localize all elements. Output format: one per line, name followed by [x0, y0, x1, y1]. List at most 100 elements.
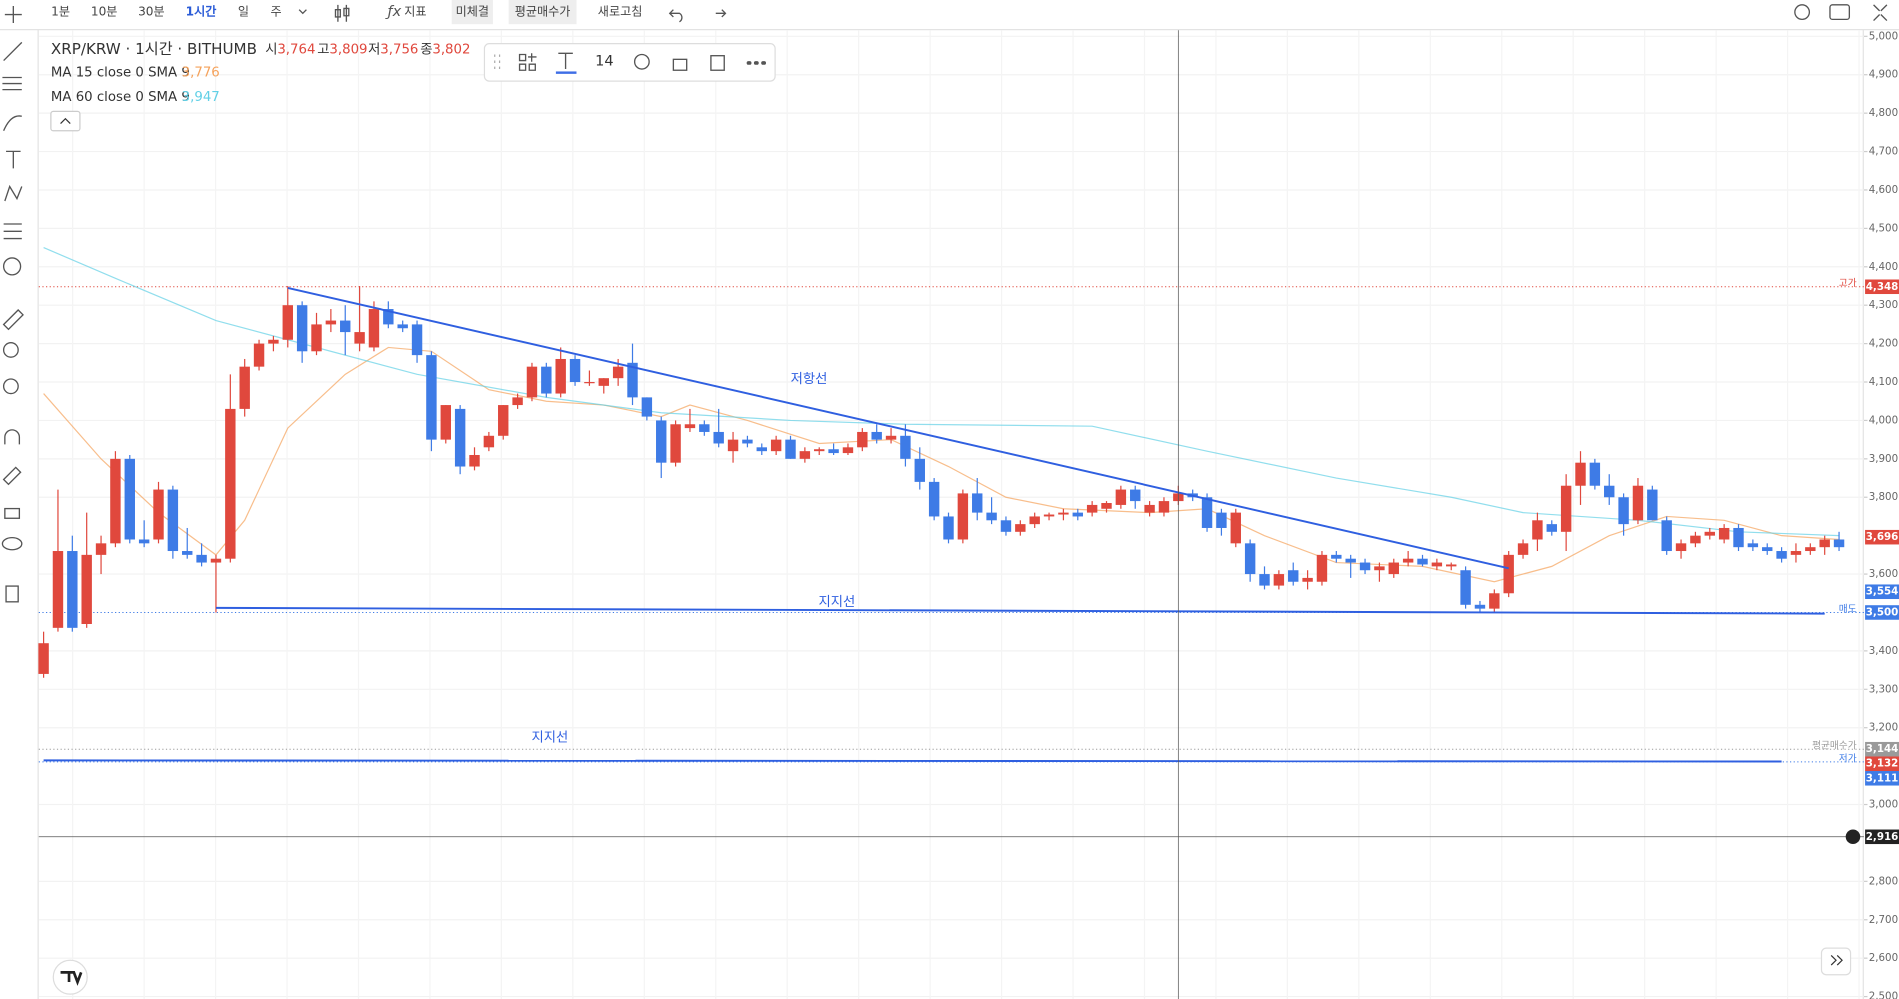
add-alert[interactable] [1845, 829, 1861, 845]
candle-body [1474, 604, 1486, 609]
interval-button[interactable]: 30분 [138, 5, 165, 19]
y-tick-label: 2,800 [1869, 875, 1898, 887]
floating-toolbar-box [483, 42, 776, 82]
interval-button[interactable]: 주 [271, 5, 282, 19]
trend-line[interactable] [43, 759, 1782, 763]
ma-line [43, 346, 1840, 583]
y-tick-label: 2,600 [1869, 952, 1898, 964]
redo[interactable] [715, 9, 727, 18]
candle-body [411, 324, 423, 356]
candle-body [1575, 462, 1586, 486]
candle-body [354, 332, 365, 344]
tool-line[interactable] [3, 41, 23, 62]
toolbar-button[interactable]: 평균매수가 [515, 5, 571, 19]
trend-line[interactable] [215, 606, 1825, 615]
tool-text[interactable] [6, 150, 21, 169]
tool-cross[interactable] [4, 6, 22, 24]
candle-body [498, 405, 509, 436]
candle-body [900, 435, 911, 459]
price-box [1865, 741, 1899, 757]
candle-body [1345, 558, 1356, 563]
delete-icon[interactable] [710, 55, 725, 71]
tool-magnet[interactable] [4, 429, 21, 445]
candle-body [569, 358, 581, 383]
candle-body [972, 493, 983, 513]
candle-body [928, 481, 940, 517]
candle-body [1115, 489, 1127, 505]
template-icon[interactable] [518, 53, 537, 71]
candle-body [1546, 524, 1557, 532]
candle-body [799, 451, 811, 459]
price-box [1865, 279, 1899, 295]
candle-body [541, 366, 552, 394]
interval-button[interactable]: 일 [238, 5, 249, 19]
settings[interactable] [1794, 4, 1811, 21]
tool-eye[interactable] [1, 536, 23, 551]
tool-pencil-lock[interactable] [2, 466, 22, 486]
candle-body [598, 378, 609, 386]
candle-body [713, 431, 724, 444]
candle-body [1718, 527, 1730, 540]
drag-handle[interactable] [494, 54, 501, 70]
tool-zoom-in[interactable] [2, 342, 19, 358]
interval-button[interactable]: 1분 [51, 5, 70, 19]
tool-pattern[interactable] [4, 184, 23, 202]
candle-body [1216, 512, 1227, 528]
y-tick-label: 3,000 [1869, 799, 1898, 811]
chart-type[interactable] [334, 4, 350, 22]
tool-fib[interactable] [3, 223, 22, 240]
y-tick-label: 3,800 [1869, 491, 1898, 503]
tool-channel[interactable] [2, 76, 22, 91]
candle-body [1331, 554, 1342, 559]
candle-body [1733, 527, 1744, 548]
candle-body [182, 551, 193, 555]
candle-body [555, 358, 566, 394]
candle-body [986, 512, 997, 521]
toolbar-button[interactable]: 미체결 [456, 5, 489, 19]
candle-body [684, 424, 696, 429]
ohlc-name: 저 [368, 42, 380, 58]
ohlc-value: 3,764 [277, 43, 315, 58]
toolbar-button[interactable]: 새로고침 [598, 5, 643, 19]
indicator-button[interactable]: 지표 [404, 5, 426, 19]
y-tick-label: 5,000 [1869, 30, 1898, 42]
settings-icon[interactable] [633, 53, 650, 70]
undo[interactable] [668, 9, 683, 23]
y-tick-label: 2,500 [1869, 991, 1898, 999]
price-box-label: 3,500 [1866, 606, 1899, 618]
font-size[interactable]: 14 [595, 54, 613, 70]
tool-ruler[interactable] [2, 309, 24, 331]
text-icon[interactable] [558, 52, 573, 70]
crosshair-price-box [1865, 829, 1899, 845]
candle-body [1086, 504, 1098, 513]
interval-button[interactable]: 10분 [91, 5, 118, 19]
y-tick-label: 4,000 [1869, 414, 1898, 426]
price-box-label: 3,696 [1866, 531, 1899, 543]
fx-icon[interactable]: ƒx [385, 4, 402, 20]
tool-brush[interactable] [3, 115, 22, 132]
y-tick-label: 4,300 [1869, 299, 1898, 311]
ohlc-name: 종 [420, 43, 432, 58]
trend-line-label: 지지선 [531, 729, 568, 745]
interval-button[interactable]: 1시간 [186, 4, 217, 19]
y-tick-label: 4,400 [1869, 261, 1898, 273]
fullscreen[interactable] [1873, 4, 1888, 22]
y-tick-label: 4,600 [1869, 184, 1898, 196]
collapse-legend[interactable] [50, 110, 81, 132]
tool-emoji[interactable] [2, 257, 22, 276]
price-box [1865, 756, 1899, 772]
candle-body [1230, 512, 1241, 544]
candle-body [885, 435, 897, 440]
scroll-button[interactable] [1820, 947, 1852, 976]
trend-line[interactable] [287, 286, 1509, 570]
chevron[interactable] [298, 9, 307, 15]
lock-icon[interactable] [672, 58, 688, 71]
tool-zoom-out[interactable] [2, 378, 19, 395]
screenshot[interactable] [1829, 4, 1851, 21]
price-box-label: 4,348 [1866, 281, 1899, 293]
candle-body [483, 435, 495, 448]
tool-lock[interactable] [4, 507, 21, 519]
tool-trash[interactable] [5, 585, 19, 603]
